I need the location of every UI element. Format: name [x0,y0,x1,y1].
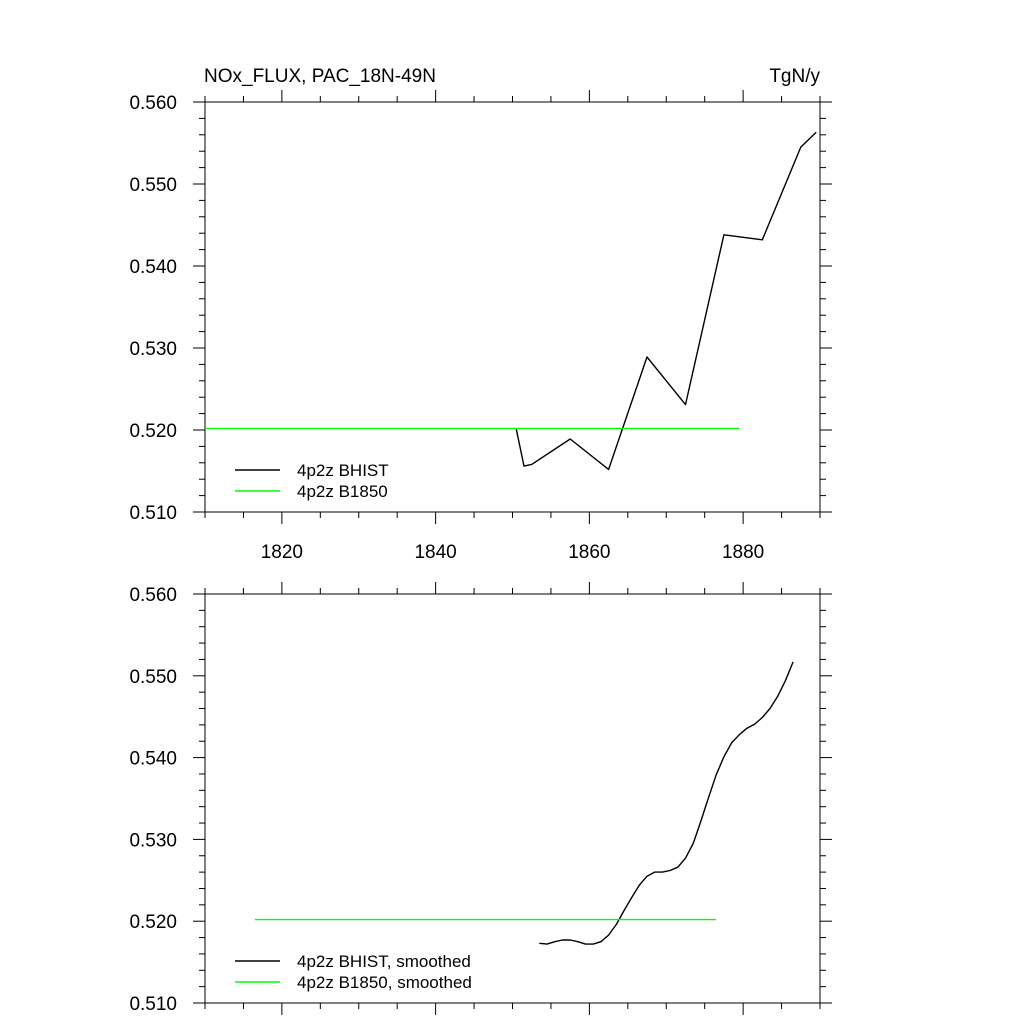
y-tick-label: 0.510 [129,994,177,1015]
units-label: TgN/y [769,66,820,87]
y-tick-label: 0.520 [129,912,177,933]
y-tick-label: 0.560 [129,585,177,606]
legend-label: 4p2z B1850, smoothed [297,973,472,992]
plot-title: NOx_FLUX, PAC_18N-49N [204,66,436,87]
x-tick-label: 1860 [568,542,610,563]
y-tick-label: 0.550 [129,175,177,196]
top-panel: 1820 1840 1860 1880 0.510 0.520 0.530 0.540 0.55… [129,90,832,563]
series-line [539,661,794,945]
x-tick-label: 1820 [261,542,303,563]
legend-label: 4p2z B1850 [297,482,388,501]
y-tick-label: 0.510 [129,503,177,524]
legend-label: 4p2z BHIST [297,461,389,480]
y-tick-label: 0.540 [129,749,177,770]
legend-label: 4p2z BHIST, smoothed [297,952,471,971]
y-tick-label: 0.560 [129,93,177,114]
y-tick-label: 0.520 [129,421,177,442]
x-tick-label: 1880 [722,542,764,563]
y-tick-label: 0.550 [129,667,177,688]
y-tick-label: 0.530 [129,339,177,360]
y-tick-label: 0.540 [129,257,177,278]
y-tick-label: 0.530 [129,830,177,851]
x-tick-label: 1840 [414,542,456,563]
plot-frame [204,593,821,1004]
plot-frame [204,101,821,513]
series-line [515,131,817,471]
bottom-panel: 0.510 0.520 0.530 0.540 0.550 0.560 4p2z BHIST… [129,582,832,1015]
